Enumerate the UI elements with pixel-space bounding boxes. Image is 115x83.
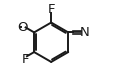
Text: F: F bbox=[47, 3, 55, 16]
Text: F: F bbox=[22, 53, 29, 66]
Text: O: O bbox=[17, 21, 27, 34]
Text: N: N bbox=[79, 26, 89, 39]
